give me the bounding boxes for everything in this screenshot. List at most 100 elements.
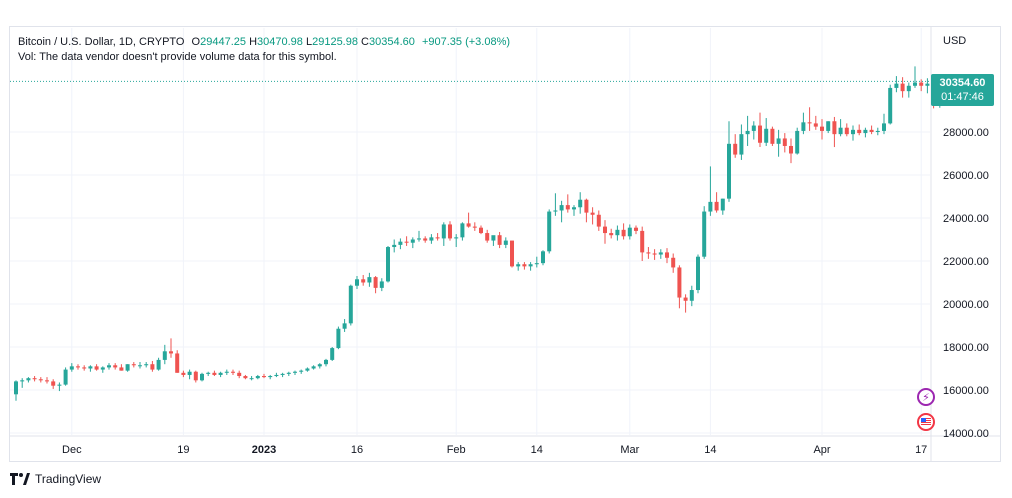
candle[interactable] xyxy=(125,364,130,372)
candle[interactable] xyxy=(26,377,31,383)
candle[interactable] xyxy=(175,350,180,373)
us-flag-event-icon[interactable] xyxy=(917,413,935,431)
candle[interactable] xyxy=(665,248,669,264)
candle[interactable] xyxy=(249,376,254,381)
candle[interactable] xyxy=(764,118,769,146)
candle[interactable] xyxy=(107,363,111,370)
candle[interactable] xyxy=(510,240,514,268)
candle[interactable] xyxy=(45,377,49,384)
candle[interactable] xyxy=(832,116,837,148)
candle[interactable] xyxy=(919,79,924,92)
candle[interactable] xyxy=(361,274,366,286)
time-axis[interactable]: Dec 19 2023 16 Feb 14 Mar 14 Apr 17 xyxy=(62,444,927,456)
candle[interactable] xyxy=(634,225,638,235)
candle[interactable] xyxy=(14,380,18,401)
candle[interactable] xyxy=(423,236,428,243)
candle[interactable] xyxy=(274,372,279,378)
candle[interactable] xyxy=(652,249,657,260)
candle[interactable] xyxy=(336,326,341,350)
candle[interactable] xyxy=(32,376,37,382)
candle[interactable] xyxy=(410,237,415,249)
candle[interactable] xyxy=(851,125,855,141)
candle[interactable] xyxy=(63,367,68,386)
candle[interactable] xyxy=(677,265,682,309)
candle[interactable] xyxy=(683,294,688,313)
candle[interactable] xyxy=(807,107,812,131)
candle[interactable] xyxy=(813,115,818,130)
candle[interactable] xyxy=(559,200,564,223)
candle[interactable] xyxy=(578,192,583,214)
candle[interactable] xyxy=(398,238,403,250)
candle[interactable] xyxy=(497,231,502,249)
candle[interactable] xyxy=(913,66,917,88)
candle[interactable] xyxy=(51,379,56,389)
candle[interactable] xyxy=(280,372,285,378)
candle[interactable] xyxy=(218,371,223,378)
candle[interactable] xyxy=(76,364,80,370)
candle[interactable] xyxy=(696,254,700,294)
candle[interactable] xyxy=(708,166,713,216)
candle[interactable] xyxy=(782,133,787,153)
candle[interactable] xyxy=(590,207,595,225)
candle[interactable] xyxy=(491,235,496,246)
candle[interactable] xyxy=(342,319,347,332)
candle[interactable] xyxy=(615,225,620,241)
candle[interactable] xyxy=(187,369,192,380)
candle[interactable] xyxy=(882,113,886,135)
candle[interactable] xyxy=(404,236,409,246)
candle[interactable] xyxy=(305,367,310,372)
candle[interactable] xyxy=(900,77,905,98)
candle[interactable] xyxy=(373,276,378,294)
candle[interactable] xyxy=(435,233,440,241)
candle[interactable] xyxy=(417,230,421,242)
candle[interactable] xyxy=(88,365,93,372)
candle[interactable] xyxy=(113,363,118,370)
candle[interactable] xyxy=(596,210,601,231)
candle[interactable] xyxy=(441,222,446,246)
candle[interactable] xyxy=(355,276,359,289)
candle[interactable] xyxy=(745,115,750,146)
candle[interactable] xyxy=(162,344,167,365)
candle[interactable] xyxy=(454,234,459,248)
tradingview-logo[interactable]: TradingView xyxy=(10,472,101,486)
candle[interactable] xyxy=(503,237,508,249)
candle[interactable] xyxy=(299,369,304,374)
candle[interactable] xyxy=(268,374,273,380)
candle[interactable] xyxy=(324,358,328,367)
candle[interactable] xyxy=(863,127,868,138)
candle[interactable] xyxy=(751,121,756,140)
lightning-event-icon[interactable]: ⚡ xyxy=(917,388,935,406)
candle[interactable] xyxy=(131,362,136,368)
candle[interactable] xyxy=(528,262,533,271)
candle[interactable] xyxy=(119,364,124,371)
candle[interactable] xyxy=(584,198,589,223)
candle[interactable] xyxy=(392,239,397,253)
candle[interactable] xyxy=(888,84,893,125)
candle[interactable] xyxy=(448,221,452,241)
candle[interactable] xyxy=(857,124,862,136)
candle[interactable] xyxy=(609,228,614,239)
candle[interactable] xyxy=(379,278,384,292)
candle[interactable] xyxy=(640,226,645,261)
candle[interactable] xyxy=(138,362,142,369)
candle[interactable] xyxy=(869,125,874,135)
candle[interactable] xyxy=(565,194,570,213)
candle[interactable] xyxy=(224,369,229,375)
candle[interactable] xyxy=(727,121,731,202)
candle[interactable] xyxy=(838,119,843,137)
candle[interactable] xyxy=(894,76,899,93)
candle[interactable] xyxy=(906,82,911,98)
candle[interactable] xyxy=(671,253,676,273)
candle[interactable] xyxy=(522,262,527,270)
candle[interactable] xyxy=(156,357,161,371)
candle[interactable] xyxy=(206,371,211,377)
candle[interactable] xyxy=(237,370,242,379)
price-axis[interactable]: 14000.00 16000.00 18000.00 20000.00 22000.00… xyxy=(943,127,989,440)
candle[interactable] xyxy=(925,78,930,94)
candle[interactable] xyxy=(621,223,626,240)
candle[interactable] xyxy=(479,225,483,235)
candle[interactable] xyxy=(255,374,260,380)
candle[interactable] xyxy=(386,245,390,283)
candle[interactable] xyxy=(82,365,87,371)
candle[interactable] xyxy=(57,382,62,392)
